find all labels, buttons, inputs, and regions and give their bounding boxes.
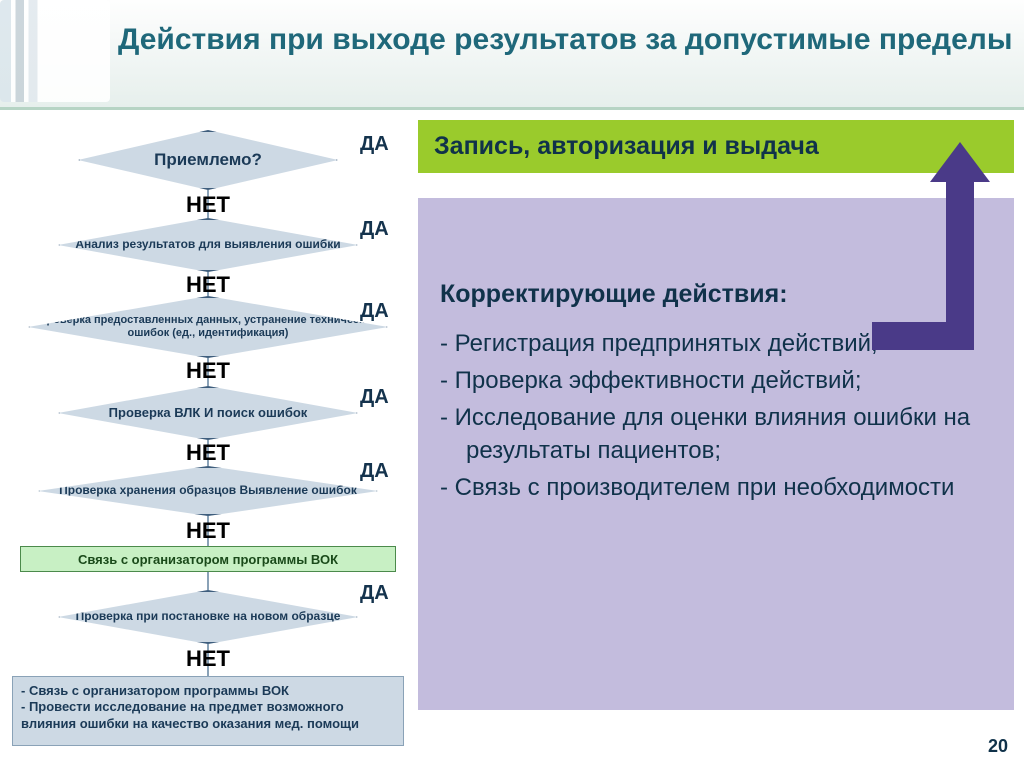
decision-diamond: Проверка ВЛК И поиск ошибок xyxy=(58,386,358,440)
yes-label: ДА xyxy=(360,582,389,605)
yes-label: ДА xyxy=(360,460,389,483)
footer-line: - Связь с организатором программы ВОК xyxy=(21,683,395,699)
diamond-label: Проверка при постановке на новом образце xyxy=(76,610,341,624)
corrective-list: Регистрация предпринятых действий; Провер… xyxy=(440,327,988,505)
no-label: НЕТ xyxy=(186,358,230,384)
decision-diamond: Анализ результатов для выявления ошибки xyxy=(58,218,358,272)
decision-diamond: Приемлемо? xyxy=(78,130,338,190)
no-label: НЕТ xyxy=(186,440,230,466)
corrective-panel: Корректирующие действия: Регистрация пре… xyxy=(418,198,1014,710)
title-bar: Действия при выходе результатов за допус… xyxy=(0,0,1024,110)
diamond-label: Приемлемо? xyxy=(154,150,262,170)
page-number: 20 xyxy=(988,736,1008,757)
banner-container: Запись, авторизация и выдача xyxy=(418,120,1014,173)
corrective-item: Исследование для оценки влияния ошибки н… xyxy=(440,401,988,467)
no-label: НЕТ xyxy=(186,192,230,218)
page-title: Действия при выходе результатов за допус… xyxy=(118,22,1012,58)
footer-step: - Связь с организатором программы ВОК- П… xyxy=(12,676,404,746)
no-label: НЕТ xyxy=(186,272,230,298)
no-label: НЕТ xyxy=(186,646,230,672)
no-label: НЕТ xyxy=(186,518,230,544)
footer-line: - Провести исследование на предмет возмо… xyxy=(21,699,395,732)
corrective-item: Регистрация предпринятых действий; xyxy=(440,327,988,360)
decision-diamond: Проверка хранения образцов Выявление оши… xyxy=(38,466,378,516)
corrective-heading: Корректирующие действия: xyxy=(440,280,988,309)
corrective-item: Проверка эффективности действий; xyxy=(440,364,988,397)
connector xyxy=(207,570,209,592)
diamond-label: Проверка ВЛК И поиск ошибок xyxy=(109,406,308,421)
banner: Запись, авторизация и выдача xyxy=(418,120,1014,173)
thumbnail-image xyxy=(0,0,110,102)
diamond-label: Проверка предоставленных данных, устране… xyxy=(38,314,378,339)
green-step: Связь с организатором программы ВОК xyxy=(20,546,396,572)
yes-label: ДА xyxy=(360,300,389,323)
corrective-item: Связь с производителем при необходимости xyxy=(440,471,988,504)
decision-diamond: Проверка предоставленных данных, устране… xyxy=(28,296,388,358)
diamond-label: Анализ результатов для выявления ошибки xyxy=(75,238,340,252)
decision-diamond: Проверка при постановке на новом образце xyxy=(58,590,358,644)
yes-label: ДА xyxy=(360,386,389,409)
yes-label: ДА xyxy=(360,133,389,156)
diamond-label: Проверка хранения образцов Выявление оши… xyxy=(59,484,357,498)
flowchart: Приемлемо? Анализ результатов для выявлен… xyxy=(8,120,408,740)
yes-label: ДА xyxy=(360,218,389,241)
